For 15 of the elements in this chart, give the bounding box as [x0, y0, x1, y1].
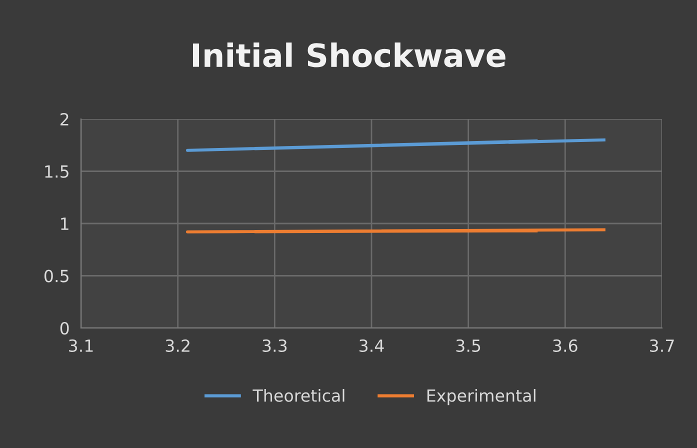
y-tick-label: 0.5 — [44, 270, 68, 282]
legend-label: Theoretical — [252, 388, 344, 402]
x-tick-label: 3.4 — [360, 339, 384, 352]
x-tick-label: 3.5 — [456, 339, 480, 352]
x-tick-label: 3.2 — [166, 339, 190, 352]
y-tick-label: 2 — [60, 112, 68, 126]
legend-label: Experimental — [427, 388, 536, 406]
y-tick-label: 1 — [61, 218, 68, 230]
x-tick-label: 3.7 — [650, 339, 674, 352]
x-tick-label: 3.1 — [69, 339, 93, 352]
chart-title: Initial Shockwave — [193, 42, 506, 68]
x-tick-label: 3.6 — [553, 339, 578, 352]
y-tick-label: 1.5 — [45, 165, 68, 178]
x-tick-label: 3.3 — [262, 339, 287, 352]
y-tick-label: 0 — [60, 322, 69, 335]
